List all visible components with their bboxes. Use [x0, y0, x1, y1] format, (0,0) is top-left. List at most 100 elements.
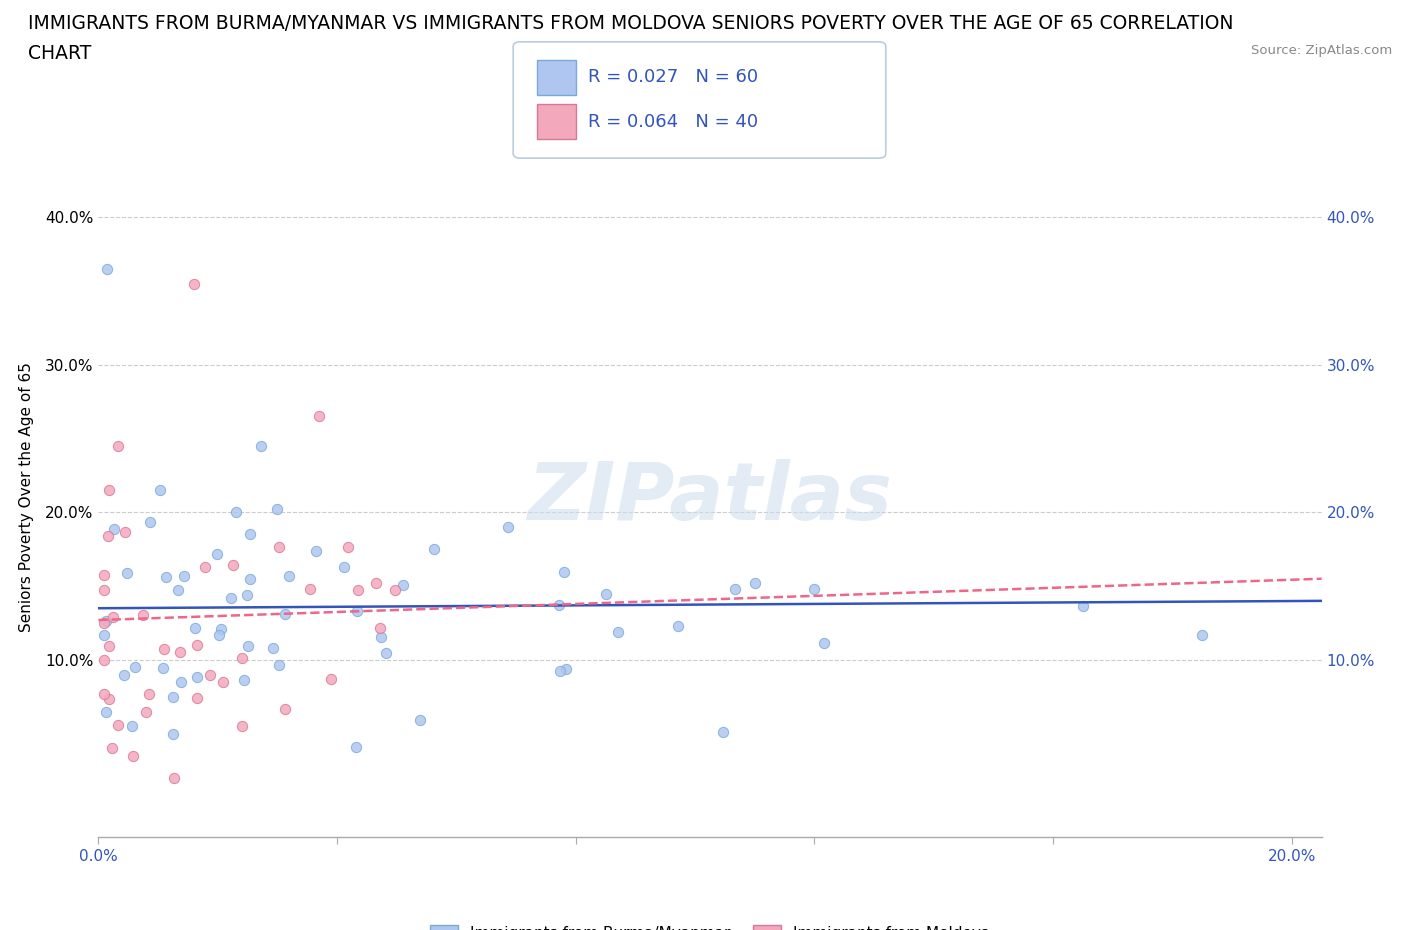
- Point: [278, 568, 301, 583]
- Point: [205, 547, 228, 562]
- Point: [152, 660, 174, 675]
- Point: [221, 558, 243, 573]
- Point: [364, 576, 387, 591]
- Point: [114, 525, 136, 539]
- Point: [96, 704, 118, 719]
- Text: R = 0.027   N = 60: R = 0.027 N = 60: [588, 68, 758, 86]
- Text: ZIPatlas: ZIPatlas: [527, 458, 893, 537]
- Point: [274, 607, 297, 622]
- Point: [553, 565, 575, 579]
- Point: [724, 581, 747, 596]
- Point: [392, 578, 415, 592]
- Point: [138, 686, 160, 701]
- Point: [112, 668, 135, 683]
- Point: [333, 560, 356, 575]
- Point: [198, 667, 221, 682]
- Point: [212, 674, 235, 689]
- Text: CHART: CHART: [28, 44, 91, 62]
- Point: [423, 541, 446, 556]
- Point: [239, 526, 262, 541]
- Point: [170, 674, 193, 689]
- Point: [221, 591, 243, 605]
- Point: [370, 629, 392, 644]
- Point: [547, 598, 569, 613]
- Point: [173, 568, 195, 583]
- Point: [183, 276, 205, 291]
- Point: [121, 719, 143, 734]
- Point: [155, 569, 177, 584]
- Point: [409, 712, 432, 727]
- Point: [713, 724, 735, 739]
- Point: [1071, 599, 1094, 614]
- Point: [595, 587, 617, 602]
- Point: [163, 771, 186, 786]
- Point: [97, 529, 120, 544]
- Point: [368, 621, 391, 636]
- Point: [94, 614, 117, 629]
- Point: [107, 438, 129, 453]
- Point: [813, 635, 835, 650]
- Point: [238, 639, 260, 654]
- Point: [93, 653, 115, 668]
- Point: [135, 705, 157, 720]
- Point: [103, 522, 125, 537]
- Point: [344, 740, 367, 755]
- Point: [298, 581, 321, 596]
- Point: [186, 669, 208, 684]
- Point: [555, 661, 578, 676]
- Point: [346, 603, 368, 618]
- Point: [274, 702, 297, 717]
- Point: [122, 749, 145, 764]
- Point: [239, 572, 262, 587]
- Point: [149, 483, 172, 498]
- Point: [169, 644, 191, 659]
- Point: [96, 261, 118, 276]
- Point: [225, 505, 247, 520]
- Point: [250, 438, 273, 453]
- Point: [98, 639, 121, 654]
- Point: [107, 717, 129, 732]
- Point: [267, 658, 290, 672]
- Point: [115, 565, 138, 580]
- Y-axis label: Seniors Poverty Over the Age of 65: Seniors Poverty Over the Age of 65: [18, 363, 34, 632]
- Point: [262, 640, 284, 655]
- Text: Source: ZipAtlas.com: Source: ZipAtlas.com: [1251, 44, 1392, 57]
- Point: [269, 539, 291, 554]
- Point: [374, 645, 396, 660]
- Legend: Immigrants from Burma/Myanmar, Immigrants from Moldova: Immigrants from Burma/Myanmar, Immigrant…: [425, 920, 995, 930]
- Point: [266, 502, 288, 517]
- Point: [337, 539, 360, 554]
- Point: [98, 692, 121, 707]
- Point: [132, 607, 155, 622]
- Point: [606, 625, 628, 640]
- Point: [139, 514, 162, 529]
- Point: [305, 543, 328, 558]
- Point: [152, 642, 174, 657]
- Point: [548, 664, 571, 679]
- Point: [236, 588, 259, 603]
- Point: [498, 520, 520, 535]
- Point: [186, 638, 208, 653]
- Point: [103, 610, 125, 625]
- Point: [167, 582, 190, 597]
- Point: [184, 620, 207, 635]
- Point: [162, 726, 184, 741]
- Point: [347, 583, 370, 598]
- Point: [93, 616, 115, 631]
- Text: IMMIGRANTS FROM BURMA/MYANMAR VS IMMIGRANTS FROM MOLDOVA SENIORS POVERTY OVER TH: IMMIGRANTS FROM BURMA/MYANMAR VS IMMIGRA…: [28, 14, 1233, 33]
- Point: [1191, 628, 1213, 643]
- Point: [231, 719, 253, 734]
- Point: [209, 621, 232, 636]
- Point: [321, 671, 343, 686]
- Point: [233, 672, 256, 687]
- Point: [93, 687, 115, 702]
- Point: [744, 576, 766, 591]
- Point: [98, 483, 121, 498]
- Point: [162, 689, 184, 704]
- Point: [186, 690, 208, 705]
- Point: [124, 659, 146, 674]
- Point: [803, 581, 825, 596]
- Point: [194, 560, 217, 575]
- Point: [666, 618, 689, 633]
- Point: [208, 627, 231, 642]
